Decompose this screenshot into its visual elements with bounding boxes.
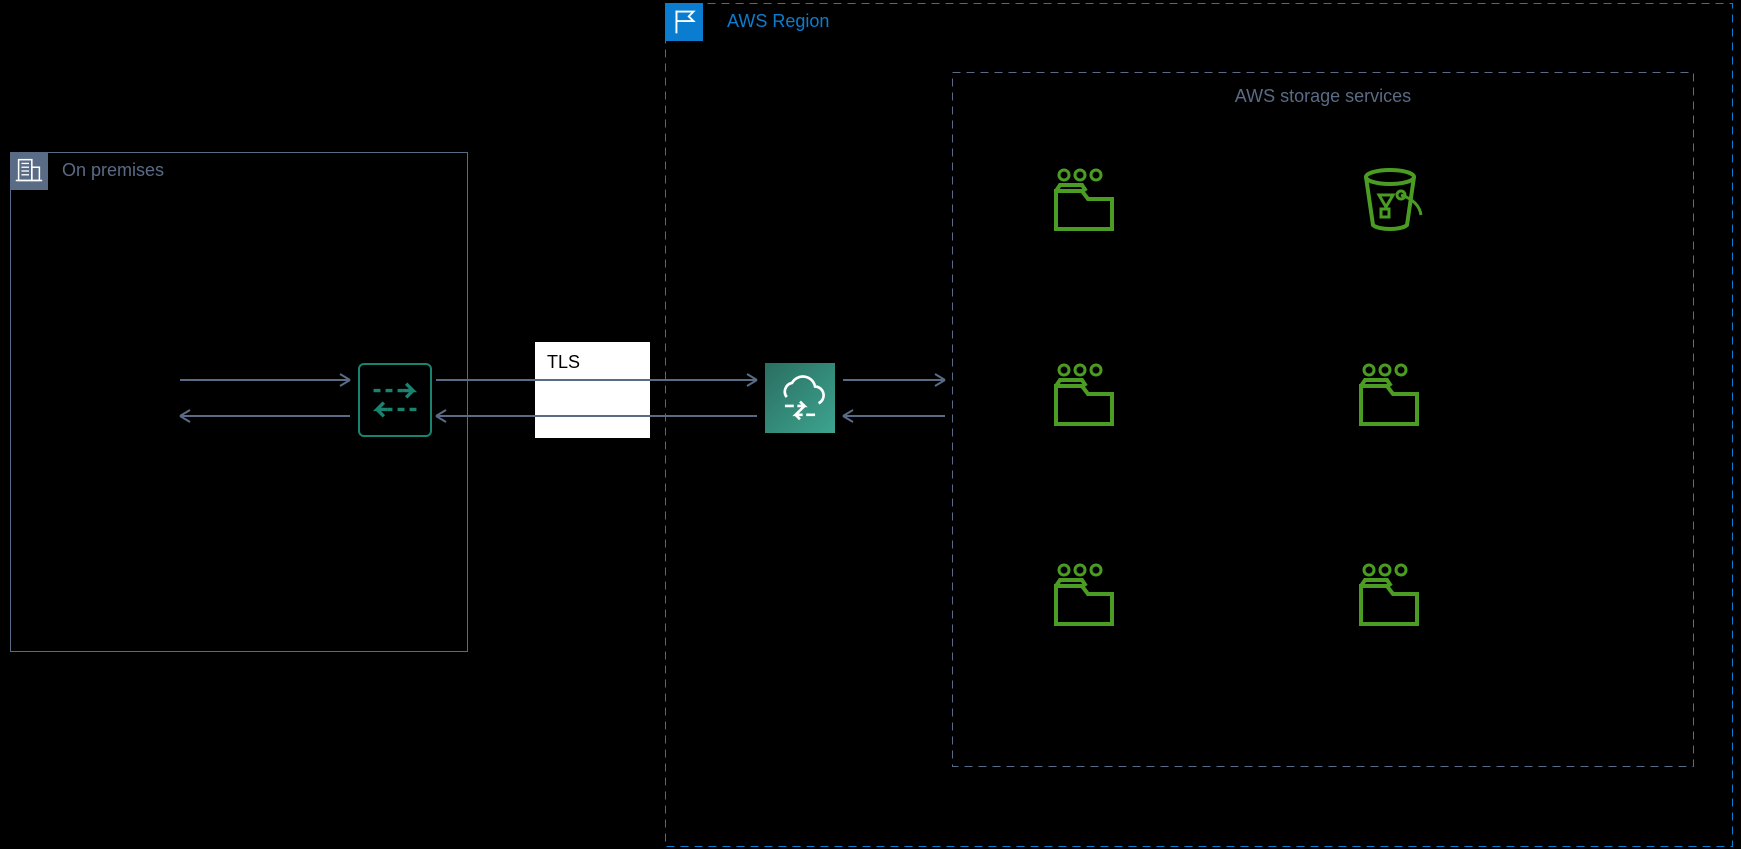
fsx-storage-icon	[1050, 165, 1120, 235]
on-premises-badge-icon	[10, 152, 48, 190]
storage-services-label: AWS storage services	[952, 86, 1694, 107]
fsx-storage-icon	[1050, 360, 1120, 430]
aws-region-badge-icon	[665, 3, 703, 41]
on-premises-label: On premises	[62, 160, 164, 181]
fsx-storage-icon	[1050, 560, 1120, 630]
s3-bucket-icon	[1355, 165, 1425, 235]
aws-region-label: AWS Region	[727, 11, 829, 32]
fsx-storage-icon	[1355, 360, 1425, 430]
fsx-storage-icon	[1355, 560, 1425, 630]
